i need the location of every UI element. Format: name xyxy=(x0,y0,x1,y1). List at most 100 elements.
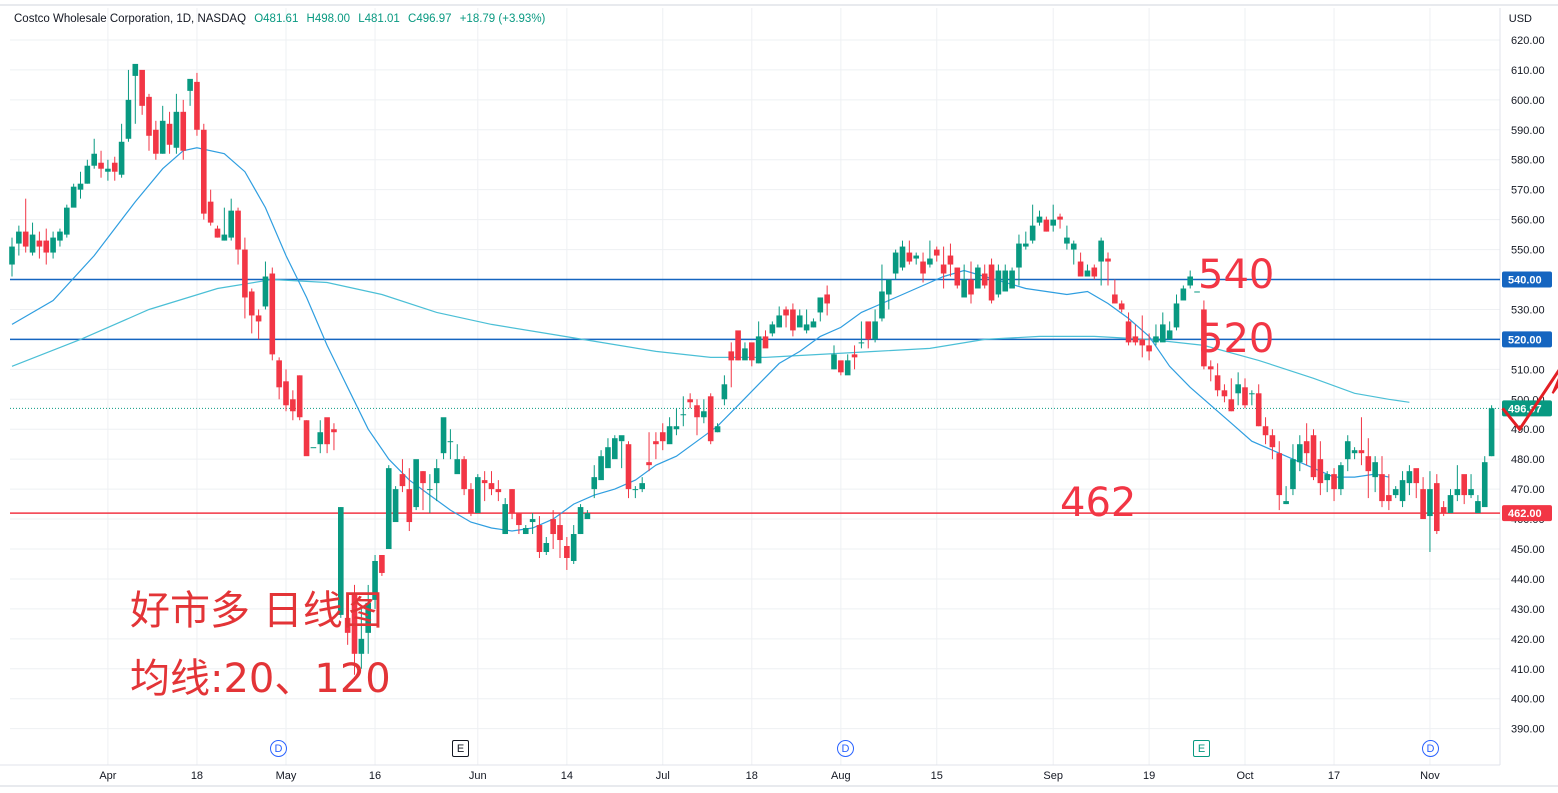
candle-body xyxy=(639,483,645,490)
candle-body xyxy=(242,249,248,298)
candle-body xyxy=(1276,453,1283,496)
candle-body xyxy=(605,447,611,469)
candle-body xyxy=(1488,408,1495,457)
last-price-label-bg xyxy=(1502,400,1552,417)
candle-body xyxy=(749,342,755,361)
earnings-event-icon-2[interactable]: E xyxy=(1193,740,1210,757)
candle-body xyxy=(1297,444,1303,463)
candle-body xyxy=(1249,393,1255,395)
candle-body xyxy=(981,273,988,286)
candle-body xyxy=(817,297,824,313)
candle-body xyxy=(1043,219,1050,232)
candle-body xyxy=(1372,462,1378,478)
candle-body xyxy=(1290,459,1296,490)
x-tick-label: Nov xyxy=(1420,770,1440,782)
y-tick-label: 600.00 xyxy=(1511,95,1545,107)
candle-body xyxy=(1413,468,1420,484)
change-value: +18.79 (+3.93%) xyxy=(459,13,546,25)
candle-body xyxy=(1070,243,1077,250)
candle-body xyxy=(1160,324,1166,343)
candle-body xyxy=(1009,270,1015,289)
candle-body xyxy=(159,120,166,154)
candle-body xyxy=(687,399,693,403)
candle-body xyxy=(673,426,680,430)
candle-body xyxy=(1064,237,1070,244)
candle-body xyxy=(728,351,735,361)
candle-body xyxy=(810,321,817,328)
candle-body xyxy=(838,360,844,373)
candle-body xyxy=(522,528,529,535)
candle-body xyxy=(392,489,399,523)
x-tick-label: 16 xyxy=(369,770,381,782)
candle-body xyxy=(988,264,995,301)
y-tick-label: 480.00 xyxy=(1511,454,1545,466)
candle-body xyxy=(831,354,837,370)
y-tick-label: 610.00 xyxy=(1511,65,1545,77)
candle-body xyxy=(1310,435,1317,478)
candle-body xyxy=(406,489,413,523)
candle-body xyxy=(495,489,502,493)
candle-body xyxy=(139,69,145,106)
candle-body xyxy=(961,279,967,298)
annotation-520: 520 xyxy=(1198,316,1275,362)
candle-body xyxy=(714,426,721,433)
candle-body xyxy=(1365,456,1372,472)
candle-body xyxy=(310,447,317,449)
candle-body xyxy=(625,444,632,490)
x-tick-label: 15 xyxy=(931,770,943,782)
dividend-event-icon-3[interactable]: D xyxy=(1422,740,1439,757)
candle-body xyxy=(1454,489,1461,496)
y-tick-label: 450.00 xyxy=(1511,544,1545,556)
symbol-title[interactable]: Costco Wholesale Corporation, 1D, NASDAQ xyxy=(14,13,247,25)
candle-body xyxy=(153,129,159,154)
candle-body xyxy=(461,459,467,490)
candle-body xyxy=(235,210,241,250)
candle-body xyxy=(84,165,91,184)
low-value: L481.01 xyxy=(358,13,400,25)
candle-body xyxy=(666,426,673,445)
x-tick-label: Jun xyxy=(469,770,487,782)
candle-body xyxy=(262,276,269,307)
dividend-event-icon-2[interactable]: D xyxy=(837,740,854,757)
candle-body xyxy=(194,81,200,130)
candle-body xyxy=(290,399,296,412)
candle-body xyxy=(975,267,981,289)
earnings-event-icon-1[interactable]: E xyxy=(452,740,469,757)
y-tick-label: 570.00 xyxy=(1511,185,1545,197)
currency-label[interactable]: USD xyxy=(1508,13,1532,25)
candle-body xyxy=(248,291,255,316)
candle-body xyxy=(317,432,324,445)
candle-body xyxy=(201,129,207,214)
candle-body xyxy=(1118,303,1125,310)
y-tick-label: 410.00 xyxy=(1511,664,1545,676)
candle-body xyxy=(1468,489,1474,496)
candle-body xyxy=(954,267,961,286)
candle-body xyxy=(516,513,522,526)
candle-body xyxy=(331,429,337,433)
candle-body xyxy=(509,489,515,514)
candle-body xyxy=(166,123,173,145)
candle-body xyxy=(91,153,97,166)
candle-body xyxy=(255,315,262,322)
candle-body xyxy=(920,261,926,274)
candle-body xyxy=(1098,240,1104,262)
x-tick-label: 18 xyxy=(191,770,203,782)
candle-body xyxy=(1420,489,1426,520)
price-label-520: 520.00 xyxy=(1508,334,1542,346)
candle-body xyxy=(577,507,584,535)
candle-body xyxy=(1427,489,1433,517)
dividend-event-icon-1[interactable]: D xyxy=(270,740,287,757)
chart-note-ma: 均线:20、120 xyxy=(130,656,391,702)
y-tick-label: 590.00 xyxy=(1511,125,1545,137)
candle-body xyxy=(1194,291,1200,293)
candle-body xyxy=(180,111,187,151)
candle-body xyxy=(1255,393,1262,427)
candle-body xyxy=(64,207,70,235)
y-tick-label: 530.00 xyxy=(1511,304,1545,316)
candle-body xyxy=(618,435,625,442)
candle-body xyxy=(653,441,659,445)
candle-body xyxy=(844,360,851,376)
ma120-line xyxy=(11,278,1410,403)
